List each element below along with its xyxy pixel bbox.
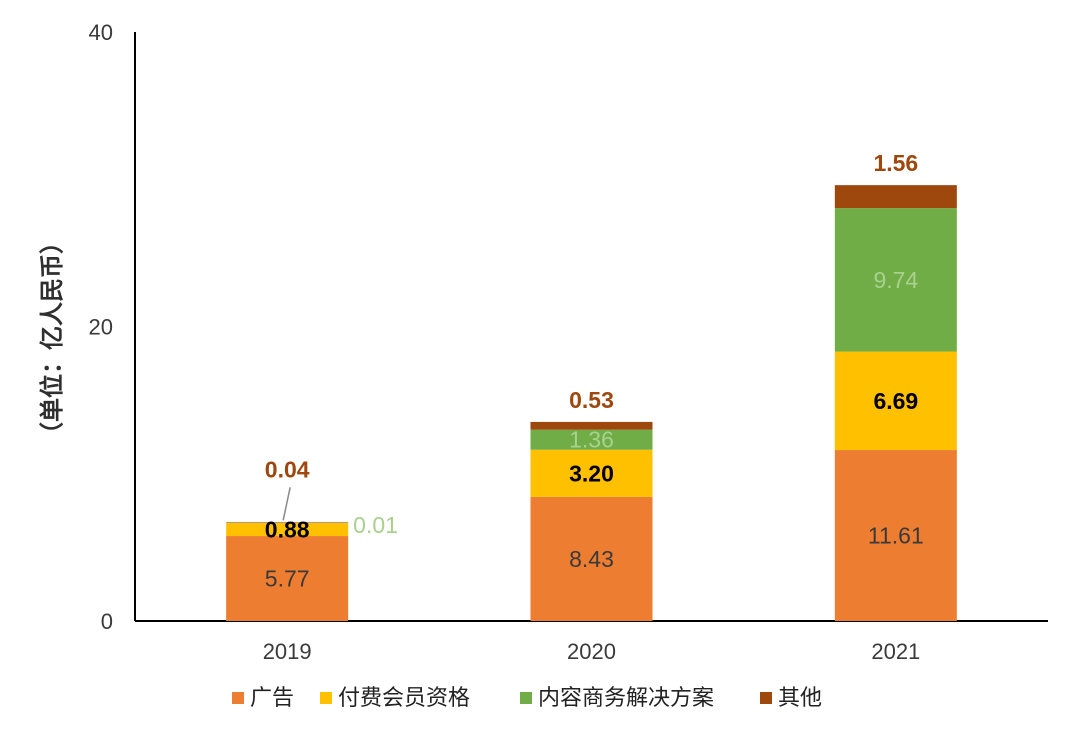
legend: 广告 付费会员资格 内容商务解决方案 其他 (232, 685, 822, 710)
legend-label: 付费会员资格 (338, 685, 470, 710)
data-label: 6.69 (873, 388, 918, 414)
data-label: 0.53 (569, 387, 614, 413)
bar-segment (834, 351, 957, 451)
data-label: 9.74 (873, 267, 918, 293)
legend-label: 其他 (778, 685, 822, 710)
y-tick-label: 0 (101, 609, 113, 634)
legend-label: 广告 (250, 685, 294, 710)
legend-swatch (232, 692, 244, 704)
y-axis-label: （单位：亿人民币） (38, 230, 66, 446)
data-label: 8.43 (569, 546, 614, 572)
x-tick-label: 2021 (871, 639, 920, 664)
x-tick-label: 2020 (567, 639, 616, 664)
legend-swatch (760, 692, 772, 704)
y-tick-label: 20 (89, 315, 113, 340)
y-tick-label: 40 (89, 20, 113, 45)
bar-segment (530, 496, 653, 621)
bar-segment (226, 522, 349, 523)
bars (226, 185, 957, 621)
data-label: 0.04 (265, 456, 310, 482)
data-label: 1.56 (873, 150, 918, 176)
data-label: 3.20 (569, 460, 614, 486)
leader-line (282, 487, 291, 521)
x-tick-label: 2019 (263, 639, 312, 664)
bar-segment (530, 421, 653, 430)
data-label: 0.88 (265, 517, 310, 543)
legend-swatch (320, 692, 332, 704)
data-label: 11.61 (868, 523, 924, 549)
legend-swatch (520, 692, 532, 704)
bar-segment (834, 185, 957, 209)
bar-segment (226, 536, 349, 621)
bar-segment (530, 449, 653, 497)
bar-segment (834, 450, 957, 621)
data-labels: 5.77 0.88 0.01 0.04 8.43 3.20 1.36 0.53 11.61 6.6… (265, 150, 924, 591)
data-label: 0.01 (353, 512, 398, 538)
bar-segment (226, 523, 349, 537)
data-label: 1.36 (569, 427, 614, 453)
bar-segment (834, 208, 957, 352)
bar-segment (530, 429, 653, 450)
data-label: 5.77 (265, 566, 310, 592)
legend-label: 内容商务解决方案 (538, 685, 714, 710)
